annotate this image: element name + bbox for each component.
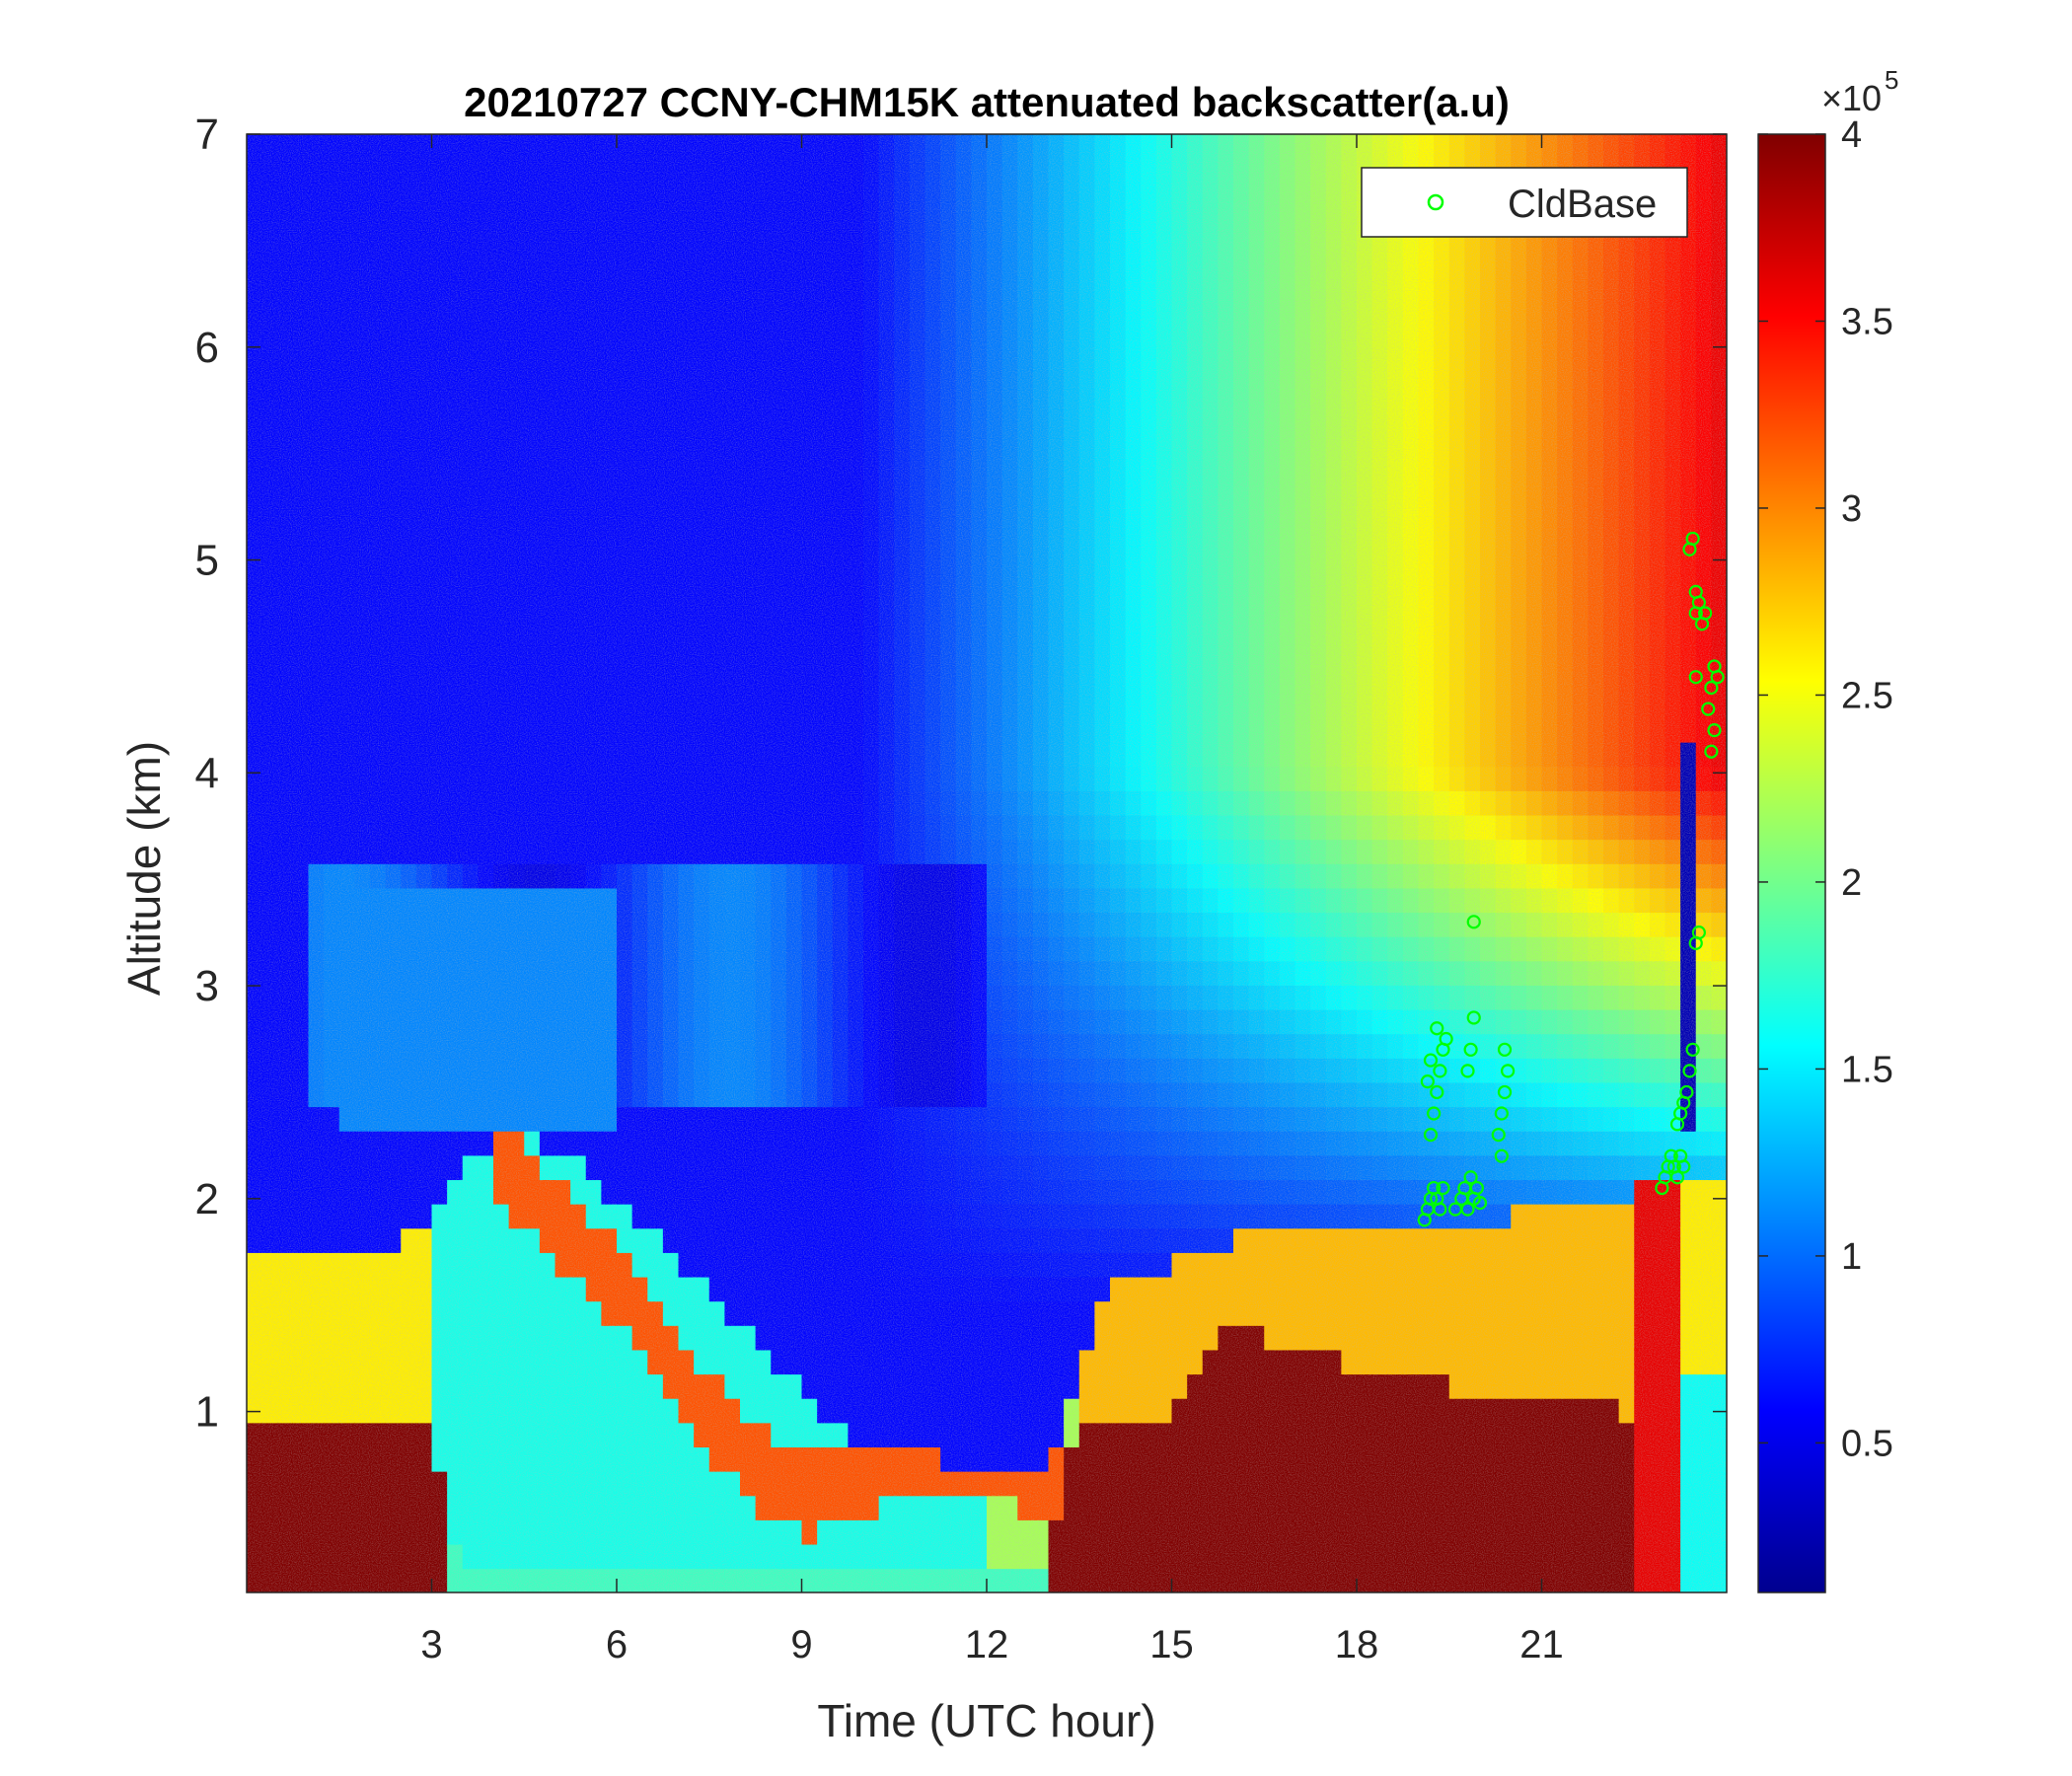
plot-area [247, 134, 1727, 1592]
chart-title: 20210727 CCNY-CHM15K attenuated backscat… [464, 79, 1510, 125]
